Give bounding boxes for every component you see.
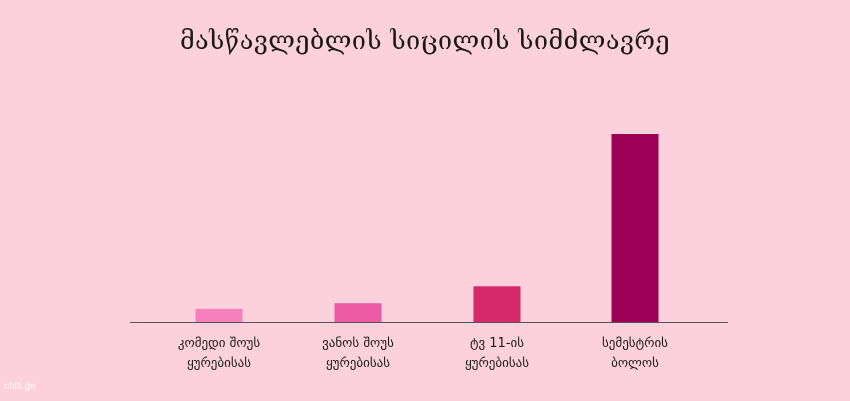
bar-2 <box>473 286 521 322</box>
bar-0 <box>195 308 243 322</box>
category-label-2: ტვ 11-ის ყურებისას <box>464 336 530 371</box>
category-label-3: სემესტრის ბოლოს <box>602 336 668 371</box>
chart-title: მასწავლებლის სიცილის სიმძლავრე <box>179 26 671 55</box>
category-label-1: ვანოს შოუს ყურებისას <box>322 336 394 371</box>
category-label-0: კომედი შოუს ყურებისას <box>177 336 261 371</box>
bar-1 <box>334 303 382 322</box>
bar-3 <box>611 134 659 322</box>
watermark: chiti.ge <box>4 381 36 392</box>
